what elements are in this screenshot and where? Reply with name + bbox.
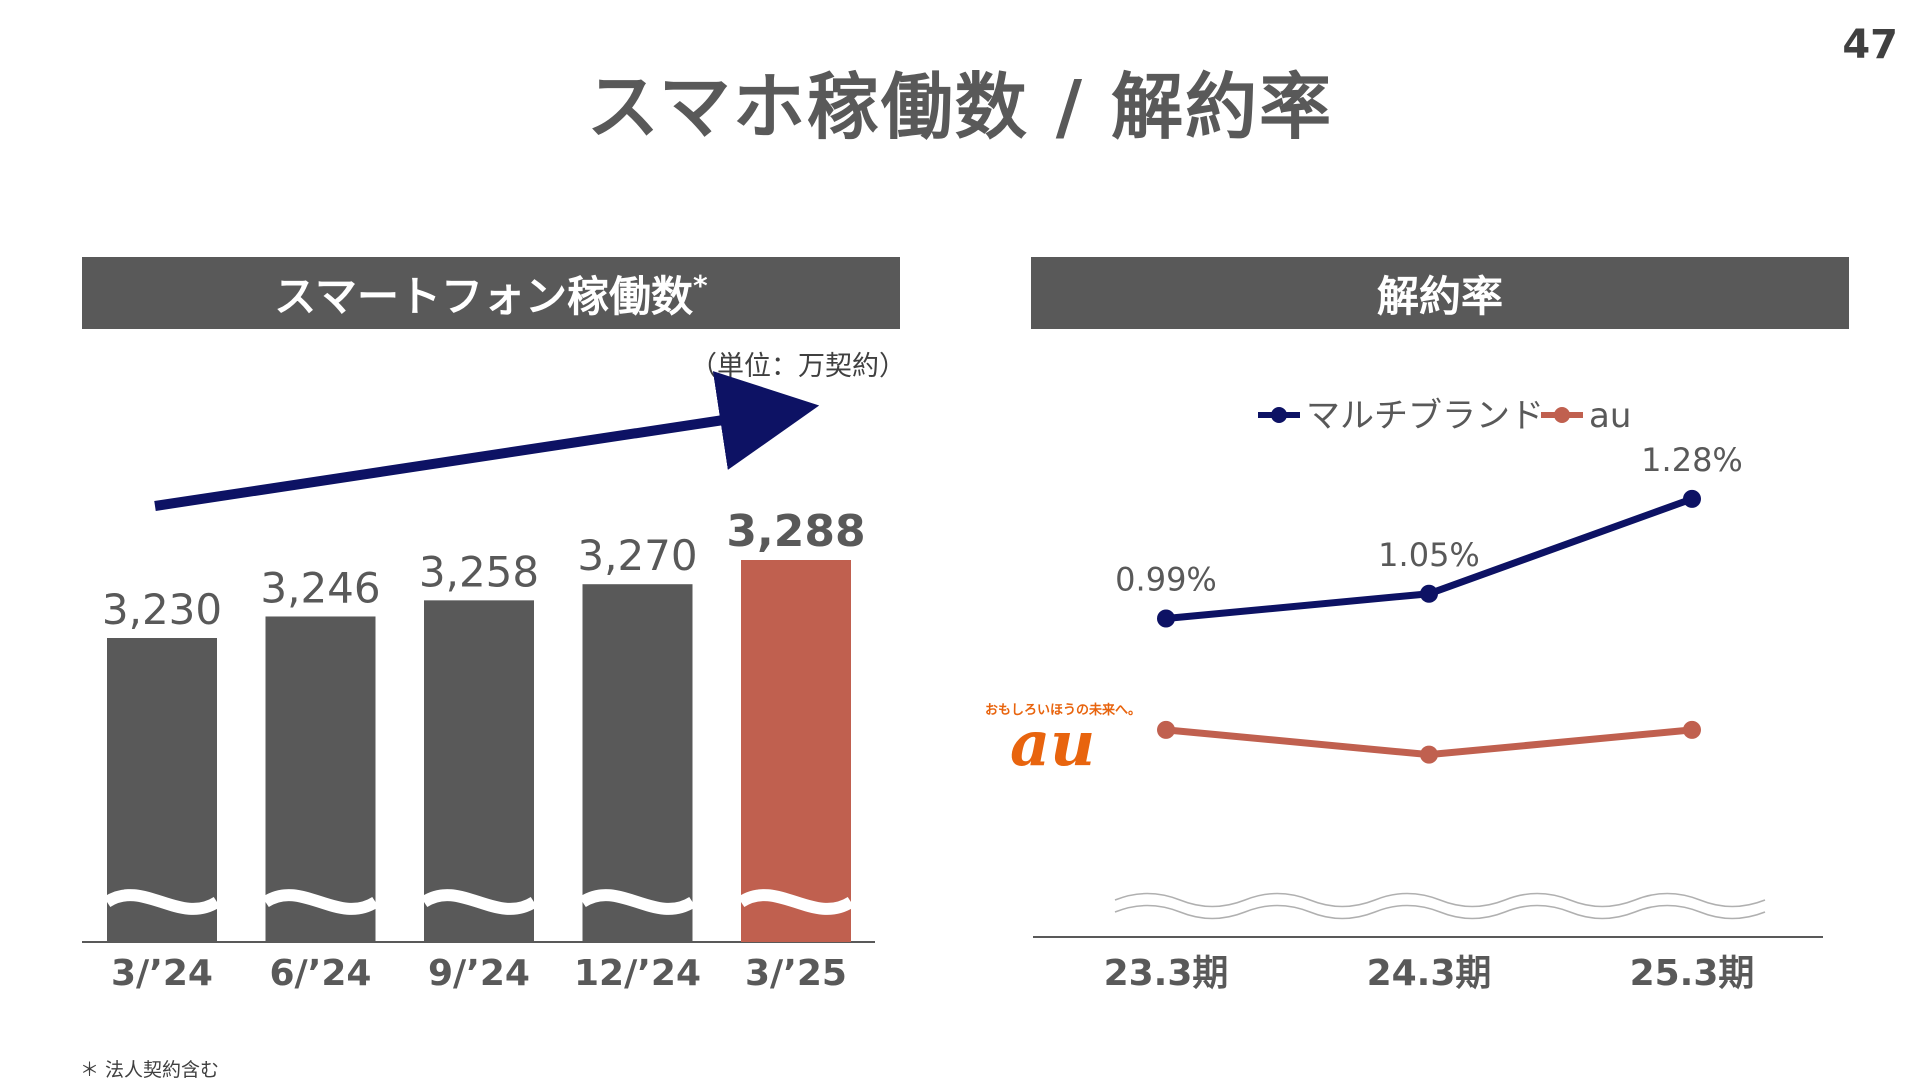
line-category-label: 24.3期 xyxy=(1367,953,1492,994)
bar xyxy=(741,560,851,942)
series-point xyxy=(1683,489,1701,508)
right-panel-header-text: 解約率 xyxy=(1376,271,1503,321)
legend-marker xyxy=(1271,407,1287,423)
series-point xyxy=(1683,720,1701,739)
series-point xyxy=(1157,609,1175,628)
bar xyxy=(265,616,376,942)
bar-category-label: 6/’24 xyxy=(270,953,372,994)
bar-break xyxy=(737,889,855,915)
bar-break xyxy=(262,889,379,915)
page-title: スマホ稼働数 / 解約率 xyxy=(586,65,1334,149)
series-point xyxy=(1420,584,1438,603)
bar-category-label: 9/’24 xyxy=(428,953,530,994)
axis-break-squiggle xyxy=(1114,892,1766,908)
point-label: 1.28% xyxy=(1641,441,1743,479)
bar-value-label: 3,270 xyxy=(577,531,697,580)
series-point xyxy=(1420,745,1438,764)
bar-break xyxy=(420,889,538,915)
line-category-label: 25.3期 xyxy=(1630,953,1755,994)
bar-category-label: 3/’24 xyxy=(111,953,213,994)
legend-marker xyxy=(1554,407,1570,423)
left-panel-header-mark: * xyxy=(693,269,708,302)
page-number: 47 xyxy=(1842,22,1898,68)
au-logo-brand: au xyxy=(1010,707,1095,780)
line-category-label: 23.3期 xyxy=(1104,953,1229,994)
point-label: 1.05% xyxy=(1378,536,1480,574)
left-panel-header-text: スマートフォン稼働数 xyxy=(274,271,694,321)
axis-break-squiggle xyxy=(1114,904,1766,920)
bar-value-label: 3,288 xyxy=(726,506,865,557)
legend-label: マルチブランド xyxy=(1306,396,1544,436)
footnote: ＊ 法人契約含む xyxy=(80,1059,220,1081)
left-panel-header: スマートフォン稼働数 * xyxy=(82,257,900,329)
bar xyxy=(424,600,534,942)
bar-value-label: 3,230 xyxy=(102,585,222,634)
bar-category-label: 12/’24 xyxy=(574,953,701,994)
bar-chart: 3,230 3/’24 3,246 6/’24 3,258 9/’24 3,270 12/’2… xyxy=(82,371,875,994)
bar-break xyxy=(579,889,696,915)
legend-label: au xyxy=(1589,396,1631,436)
bar-break xyxy=(103,889,221,915)
right-panel-header: 解約率 xyxy=(1031,257,1849,329)
line-chart: マルチブランド au 0.99% 1.05% 1.28% 23.3期 24.3期 25.3期 xyxy=(1033,396,1823,994)
point-label: 0.99% xyxy=(1115,561,1217,599)
au-logo: おもしろいほうの未来へ。 au xyxy=(985,702,1141,780)
bar-value-label: 3,258 xyxy=(419,547,539,596)
bar-category-label: 3/’25 xyxy=(745,953,847,994)
trend-arrow xyxy=(154,371,820,511)
bar-value-label: 3,246 xyxy=(260,563,380,612)
au-logo-tagline: おもしろいほうの未来へ。 xyxy=(985,702,1141,718)
series-point xyxy=(1157,720,1175,739)
bar xyxy=(582,584,693,942)
